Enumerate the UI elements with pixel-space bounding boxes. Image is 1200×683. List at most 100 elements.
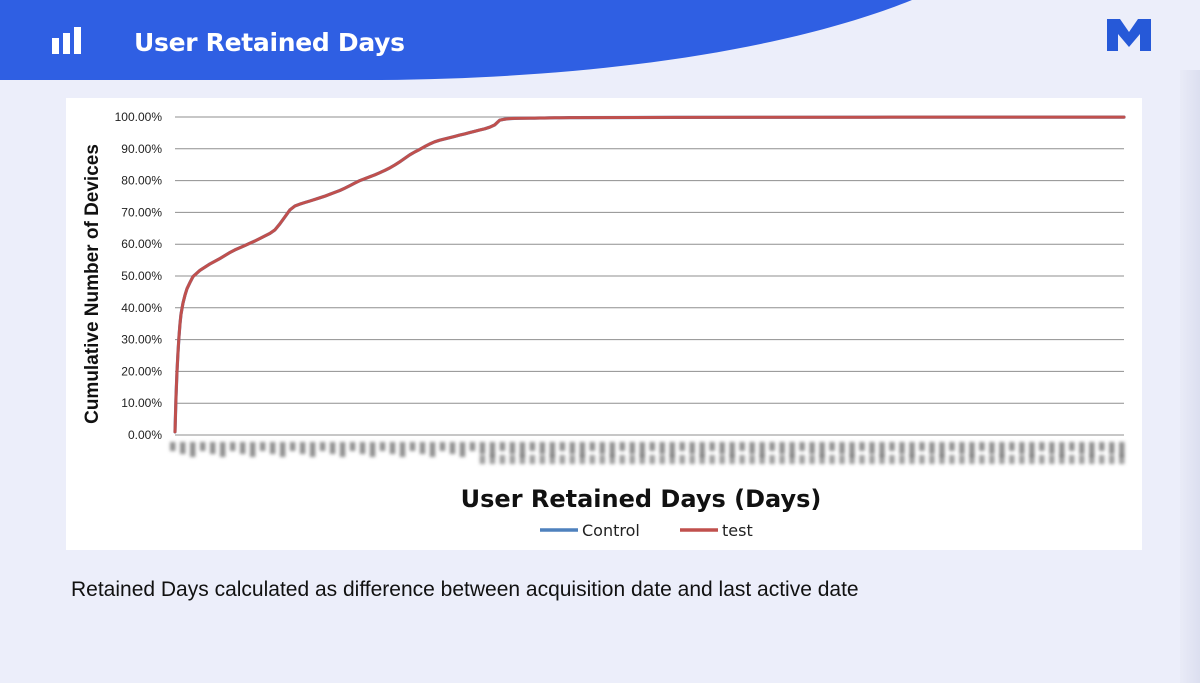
x-tick-label [309, 442, 316, 457]
x-tick-label [319, 442, 326, 451]
x-tick-label [949, 442, 955, 451]
x-tick-label [939, 455, 945, 464]
x-tick-label [419, 442, 426, 454]
x-tick-label [609, 442, 616, 457]
x-tick-label [629, 455, 636, 464]
x-tick-label [559, 442, 566, 451]
x-tick-label [339, 442, 346, 457]
x-tick-label [279, 442, 286, 457]
x-tick-label [789, 442, 795, 457]
x-tick-label [979, 442, 985, 451]
x-tick-label [1029, 455, 1035, 464]
x-tick-label [549, 442, 556, 457]
x-tick-label [199, 442, 206, 451]
x-tick-label [409, 442, 416, 451]
x-tick-label [529, 455, 536, 464]
x-tick-label [1059, 442, 1065, 457]
x-tick-label [859, 455, 865, 464]
x-tick-label [489, 442, 496, 457]
y-tick-label: 60.00% [121, 237, 162, 251]
y-tick-label: 90.00% [121, 142, 162, 156]
x-tick-label [249, 442, 256, 457]
y-tick-label: 20.00% [121, 364, 162, 378]
x-tick-label [629, 442, 636, 454]
x-tick-label [399, 442, 406, 457]
x-tick-label [589, 442, 596, 451]
x-tick-label [909, 455, 915, 464]
x-tick-label [569, 442, 576, 454]
x-tick-label [659, 455, 665, 464]
x-tick-label [599, 442, 606, 454]
x-tick-label [389, 442, 396, 454]
x-tick-label [1049, 455, 1055, 464]
x-tick-label [569, 455, 576, 464]
x-tick-label [579, 455, 586, 464]
x-tick-label [359, 442, 366, 454]
header-band-shape [0, 0, 912, 80]
x-tick-label [709, 442, 715, 451]
x-tick-label [599, 455, 606, 464]
series-line-control [173, 115, 1126, 434]
x-tick-label [759, 442, 765, 457]
y-tick-label: 10.00% [121, 396, 162, 410]
x-tick-label [619, 455, 626, 464]
x-tick-label [989, 442, 995, 454]
x-tick-label [809, 442, 815, 454]
x-tick-label [879, 455, 885, 464]
x-tick-label [1109, 455, 1115, 464]
x-tick-label [619, 442, 626, 451]
x-tick-label [539, 442, 546, 454]
x-tick-label [549, 455, 556, 464]
x-tick-label [839, 442, 845, 454]
x-tick-label [509, 455, 516, 464]
x-tick-label [1099, 455, 1105, 464]
legend-label-control: Control [582, 521, 640, 540]
x-tick-label [1019, 455, 1025, 464]
y-tick-label: 30.00% [121, 333, 162, 347]
x-tick-label [799, 442, 805, 451]
x-tick-label [679, 455, 685, 464]
x-tick-label [499, 442, 506, 451]
x-tick-label [789, 455, 795, 464]
x-tick-label [889, 442, 895, 451]
slide-edge-shadow [1180, 70, 1200, 683]
x-tick-label [1039, 442, 1045, 451]
x-tick-label [219, 442, 226, 457]
x-tick-label [689, 455, 695, 464]
x-tick-label [439, 442, 446, 451]
x-tick-label [819, 455, 825, 464]
x-tick-label [509, 442, 516, 454]
header-band [0, 0, 912, 80]
x-tick-label [739, 442, 745, 451]
footnote: Retained Days calculated as difference b… [71, 578, 859, 601]
x-tick-label [879, 442, 885, 457]
x-tick-label [239, 442, 246, 454]
x-axis-tick-labels-blurred [170, 442, 1125, 464]
x-tick-label [539, 455, 546, 464]
x-tick-label [959, 455, 965, 464]
x-tick-label [1039, 455, 1045, 464]
x-tick-label [1069, 455, 1075, 464]
x-tick-label [719, 442, 725, 454]
x-tick-label [749, 442, 755, 454]
x-tick-label [669, 455, 675, 464]
x-tick-label [639, 442, 646, 457]
x-tick-label [379, 442, 386, 451]
x-tick-label [1079, 455, 1085, 464]
x-tick-label [429, 442, 436, 457]
x-tick-label [579, 442, 586, 457]
x-tick-label [519, 442, 526, 457]
y-tick-label: 40.00% [121, 301, 162, 315]
y-tick-label: 80.00% [121, 174, 162, 188]
x-tick-label [189, 442, 196, 457]
x-tick-label [919, 455, 925, 464]
x-tick-label [739, 455, 745, 464]
x-tick-label [819, 442, 825, 457]
x-tick-label [729, 455, 735, 464]
x-tick-label [609, 455, 616, 464]
x-tick-label [289, 442, 296, 451]
x-tick-label [1079, 442, 1085, 454]
x-tick-label [449, 442, 456, 454]
x-tick-label [999, 455, 1005, 464]
x-tick-label [479, 442, 486, 454]
